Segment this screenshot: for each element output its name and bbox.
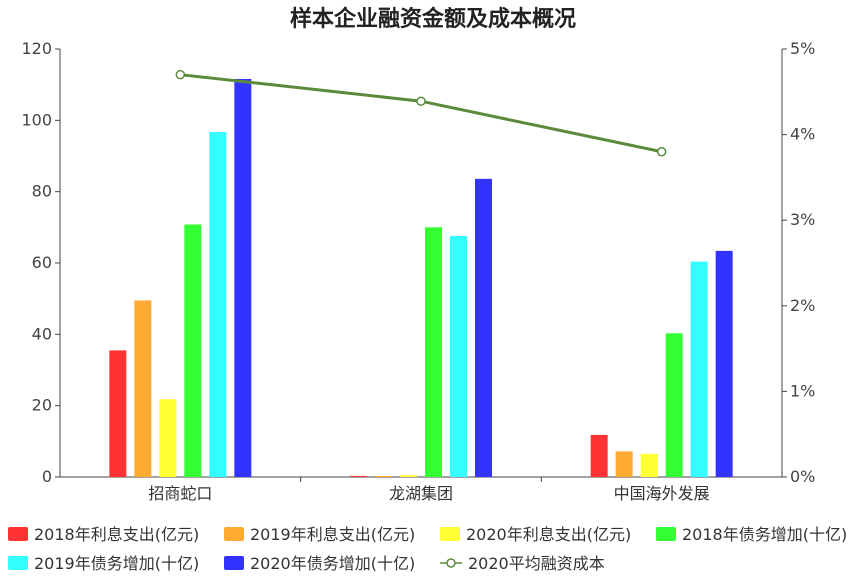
x-tick-label: 龙湖集团 — [389, 484, 453, 503]
legend-label: 2019年利息支出(亿元) — [250, 525, 415, 544]
bar — [450, 235, 467, 477]
y-tick-label: 20 — [32, 396, 52, 415]
chart-title: 样本企业融资金额及成本概况 — [290, 6, 576, 32]
series-line — [180, 73, 662, 154]
y-tick-label: 60 — [32, 253, 52, 272]
line-point — [416, 96, 426, 106]
y-tick-label: 40 — [32, 324, 52, 343]
bar — [715, 250, 733, 477]
legend-label: 2019年债务增加(十亿) — [34, 554, 199, 573]
bar — [475, 178, 492, 477]
y2-tick-label: 2% — [790, 296, 815, 315]
legend-label: 2020平均融资成本 — [468, 554, 605, 573]
legend-label: 2018年债务增加(十亿) — [682, 525, 847, 544]
bar — [234, 78, 252, 478]
x-tick-label: 中国海外发展 — [614, 484, 710, 503]
y-tick-label: 80 — [32, 182, 52, 201]
line-point — [656, 146, 667, 157]
legend-swatch — [8, 527, 28, 541]
legend-label: 2020年利息支出(亿元) — [466, 525, 631, 544]
y-tick-label: 100 — [21, 110, 52, 129]
y-tick-label: 120 — [21, 39, 52, 58]
legend-swatch — [224, 556, 244, 570]
bar — [665, 333, 683, 477]
bar — [690, 261, 708, 477]
bar — [590, 434, 608, 477]
line-series — [175, 69, 667, 157]
bar — [134, 300, 152, 477]
bars — [109, 78, 733, 478]
bar — [184, 224, 202, 477]
bar — [109, 350, 127, 477]
legend-swatch — [656, 527, 676, 541]
line-point — [175, 69, 186, 80]
y2-tick-label: 4% — [790, 125, 815, 144]
bar — [209, 132, 227, 477]
y2-tick-label: 3% — [790, 210, 815, 229]
legend-label: 2020年债务增加(十亿) — [250, 554, 415, 573]
bar — [375, 475, 392, 477]
legend-swatch — [440, 527, 460, 541]
y2-tick-label: 0% — [790, 467, 815, 486]
axes: 0 20 40 60 80 100 120 0% 1% 2% 3% 4% 5% 招商蛇口 龙湖集团 中国海外发… — [21, 39, 815, 503]
bar — [159, 399, 177, 477]
bar — [425, 227, 442, 477]
y2-tick-label: 1% — [790, 381, 815, 400]
x-tick-label: 招商蛇口 — [148, 484, 212, 503]
bar — [640, 453, 658, 477]
legend: 2018年利息支出(亿元) 2019年利息支出(亿元) 2020年利息支出(亿元) 2… — [8, 525, 847, 573]
bar — [400, 475, 417, 477]
legend-label: 2018年利息支出(亿元) — [34, 525, 199, 544]
legend-swatch — [224, 527, 244, 541]
y-tick-label: 0 — [42, 467, 52, 486]
bar — [615, 451, 633, 477]
legend-swatch-marker — [446, 558, 456, 568]
y2-tick-label: 5% — [790, 39, 815, 58]
bar — [350, 475, 367, 477]
legend-swatch — [8, 556, 28, 570]
